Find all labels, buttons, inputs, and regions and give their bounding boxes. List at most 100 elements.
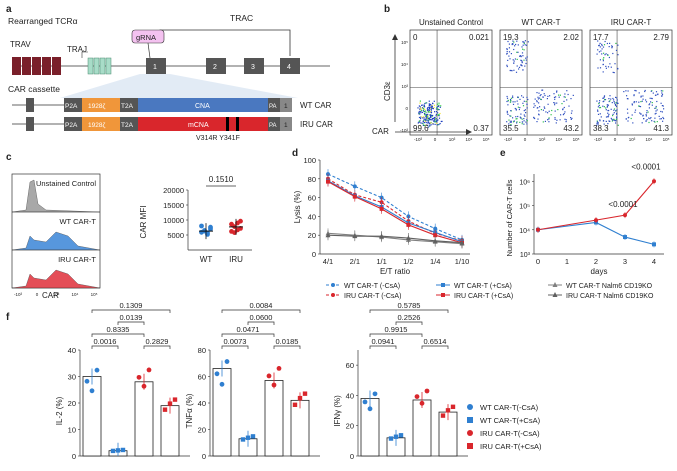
flow-event	[420, 109, 422, 112]
cyto-pvalue: 0.0471	[237, 325, 260, 334]
wt-pa: PA	[269, 104, 277, 110]
flow-event	[538, 102, 540, 104]
flow-event	[607, 54, 609, 56]
cyto-point	[276, 365, 282, 371]
flow-event	[434, 118, 436, 121]
flow-event	[418, 112, 420, 115]
flow-ylabel: CD3ε	[383, 81, 392, 101]
flow-event	[428, 104, 430, 106]
wt-t2a-box	[120, 98, 138, 112]
flow-event	[652, 92, 654, 94]
growth-point	[623, 213, 627, 218]
flow-xtick: 10⁴	[556, 137, 563, 142]
flow-event	[641, 122, 643, 124]
flow-event	[514, 45, 516, 47]
flow-event	[514, 107, 516, 110]
flow-event	[570, 112, 573, 114]
flow-event	[541, 89, 543, 91]
cyto-bracket	[221, 333, 275, 337]
hist-xtick: 0	[36, 292, 39, 297]
flow-event	[506, 97, 509, 99]
flow-event	[611, 118, 613, 120]
flow-event	[662, 90, 664, 92]
flow-event	[428, 111, 430, 113]
growth-plot: 10³ 10⁴ 10⁵ 10⁶ 0 1 2 3 4 days Number of CAR-T cel…	[505, 162, 664, 276]
cyto-point	[440, 413, 446, 418]
flow-event	[631, 104, 633, 106]
flow-event	[437, 109, 439, 111]
wt-1928: 1928ζ	[88, 103, 105, 110]
cyto-point	[419, 400, 425, 406]
cyto-pvalue: 0.1309	[120, 301, 143, 310]
flow-event	[613, 112, 615, 114]
flow-event	[630, 117, 632, 120]
flow-event	[435, 111, 438, 113]
flow-event	[632, 122, 634, 124]
flow-event	[526, 103, 528, 105]
iru-1928-box	[82, 117, 120, 131]
growth-xtick: 4	[652, 257, 656, 266]
iru-cassette-start	[26, 117, 34, 131]
flow-event	[597, 49, 599, 51]
flow-event	[617, 124, 619, 126]
flow-event	[612, 119, 614, 121]
flow-event	[661, 95, 663, 97]
flow-event	[605, 120, 607, 122]
flow-event	[644, 89, 646, 92]
flow-event	[554, 104, 556, 106]
flow-event	[423, 119, 425, 121]
flow-event	[542, 121, 544, 123]
flow-event	[436, 103, 438, 105]
growth-ytick: 10³	[520, 252, 531, 259]
flow-event	[430, 114, 432, 116]
flow-event	[524, 65, 526, 67]
flow-event	[563, 100, 565, 102]
cyto-point	[240, 437, 246, 442]
flow-event	[421, 116, 423, 118]
flow-event	[433, 116, 435, 119]
flow-event	[513, 60, 515, 62]
wt-p2a: P2A	[65, 103, 78, 110]
flow-event	[604, 40, 606, 43]
flow-event	[512, 103, 515, 105]
hist-curve	[11, 231, 101, 251]
cassette-title: CAR cassette	[8, 84, 60, 94]
flow-event	[616, 109, 618, 111]
flow-event	[649, 97, 651, 99]
flow-event	[603, 97, 605, 99]
iru-t2a: T2A	[121, 122, 134, 129]
flow-event	[603, 106, 605, 108]
flow-event	[427, 126, 430, 128]
flow-xtick: -10³	[414, 137, 423, 142]
flow-event	[420, 118, 422, 120]
flow-event	[599, 67, 602, 69]
flow-event	[557, 109, 559, 111]
exon-4-label: 4	[287, 64, 291, 71]
flow-event	[611, 102, 613, 104]
flow-event	[602, 60, 604, 62]
flow-event	[655, 107, 657, 109]
flow-event	[523, 42, 525, 44]
flow-event	[554, 102, 556, 104]
cyto-legend-marker	[467, 417, 473, 423]
flow-event	[426, 122, 428, 124]
flow-event	[602, 97, 604, 99]
flow-event	[436, 122, 438, 124]
flow-event	[633, 95, 635, 97]
flow-event	[654, 107, 656, 109]
flow-event	[515, 108, 517, 110]
flow-event	[523, 110, 525, 112]
flow-event	[418, 111, 420, 113]
cyto-point	[393, 434, 399, 439]
flow-event	[507, 104, 509, 106]
flow-event	[536, 107, 538, 109]
cytokine-legend: WT CAR-T(-CsA) WT CAR-T(+CsA) IRU CAR-T(-C…	[467, 403, 542, 451]
cyto-point	[172, 397, 178, 402]
flow-event	[559, 119, 561, 121]
cyto-pvalue: 0.0941	[372, 337, 395, 346]
cyto-pvalue: 0.5785	[398, 301, 421, 310]
flow-event	[426, 116, 428, 118]
flow-event	[523, 118, 525, 120]
flow-event	[638, 105, 640, 107]
quadrant-q1: 19.3	[503, 33, 519, 42]
